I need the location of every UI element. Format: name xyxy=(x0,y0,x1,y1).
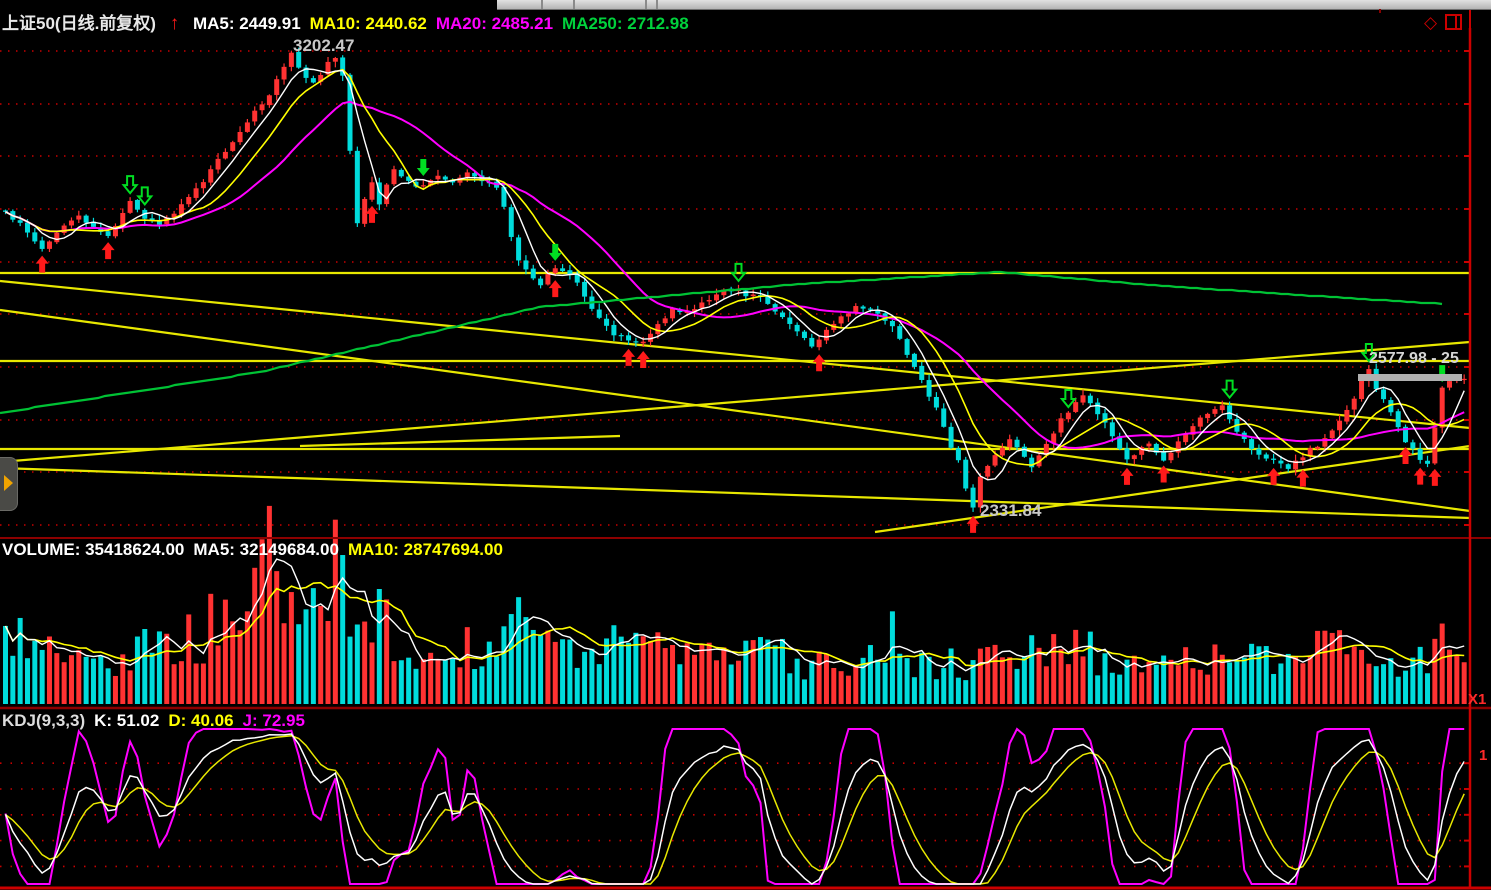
volume-bars xyxy=(3,505,1467,704)
panel-borders xyxy=(0,9,1491,890)
toolbar-separator xyxy=(656,0,658,9)
split-window-icon[interactable] xyxy=(1445,14,1463,30)
ma-lines xyxy=(0,68,1465,481)
window-tool-icons: ◇ xyxy=(1424,10,1472,34)
main-chart-header: 上证50(日线.前复权) ↑ MA5: 2449.91 MA10: 2440.62… xyxy=(2,9,698,35)
icon-divider xyxy=(1469,10,1472,34)
annotation-bar xyxy=(1358,374,1462,381)
kdj-d-value: D: 40.06 xyxy=(168,711,234,730)
volume-ma5-value: MA5: 32149684.00 xyxy=(193,540,339,559)
volume-header: VOLUME: 35418624.00 MA5: 32149684.00 MA10:… xyxy=(2,540,512,560)
kdj-header: KDJ(9,3,3) K: 51.02 D: 40.06 J: 72.95 xyxy=(2,711,314,731)
symbol-title: 上证50(日线.前复权) xyxy=(2,14,156,33)
kdj-lines xyxy=(4,727,1465,886)
toolbar-separator xyxy=(645,0,647,9)
sidebar-flyout-tab[interactable] xyxy=(0,457,18,511)
ma20-value: MA20: 2485.21 xyxy=(435,14,554,33)
up-arrow-icon: ↑ xyxy=(169,13,180,34)
ma5-value: MA5: 2449.91 xyxy=(192,14,301,33)
annotation-label: 2577.98 - 25 xyxy=(1369,350,1459,367)
diamond-icon[interactable]: ◇ xyxy=(1424,12,1438,32)
peak-price-label: 3202.47 xyxy=(293,36,355,55)
price-gridlines xyxy=(0,50,1470,526)
kdj-k-value: K: 51.02 xyxy=(94,711,160,730)
volume-scale-label: X1 xyxy=(1468,691,1487,708)
volume-value: VOLUME: 35418624.00 xyxy=(2,540,185,559)
kdj-scale-label: 1 xyxy=(1479,747,1488,764)
toolbar-separator xyxy=(573,0,575,9)
flyout-arrow-icon xyxy=(4,475,13,491)
signal-markers xyxy=(35,158,1449,533)
kdj-params: KDJ(9,3,3) xyxy=(2,711,86,730)
kdj-gridlines xyxy=(0,762,1470,868)
title-bar-strip xyxy=(497,0,1491,10)
toolbar-separator xyxy=(541,0,543,9)
volume-ma-lines xyxy=(4,558,1465,672)
trendlines xyxy=(0,271,1471,534)
ma10-value: MA10: 2440.62 xyxy=(309,14,427,33)
kdj-j-value: J: 72.95 xyxy=(242,711,305,730)
ma250-value: MA250: 2712.98 xyxy=(562,14,689,33)
trough-price-label: 2331.84 xyxy=(980,501,1042,520)
volume-ma10-value: MA10: 28747694.00 xyxy=(347,540,503,559)
